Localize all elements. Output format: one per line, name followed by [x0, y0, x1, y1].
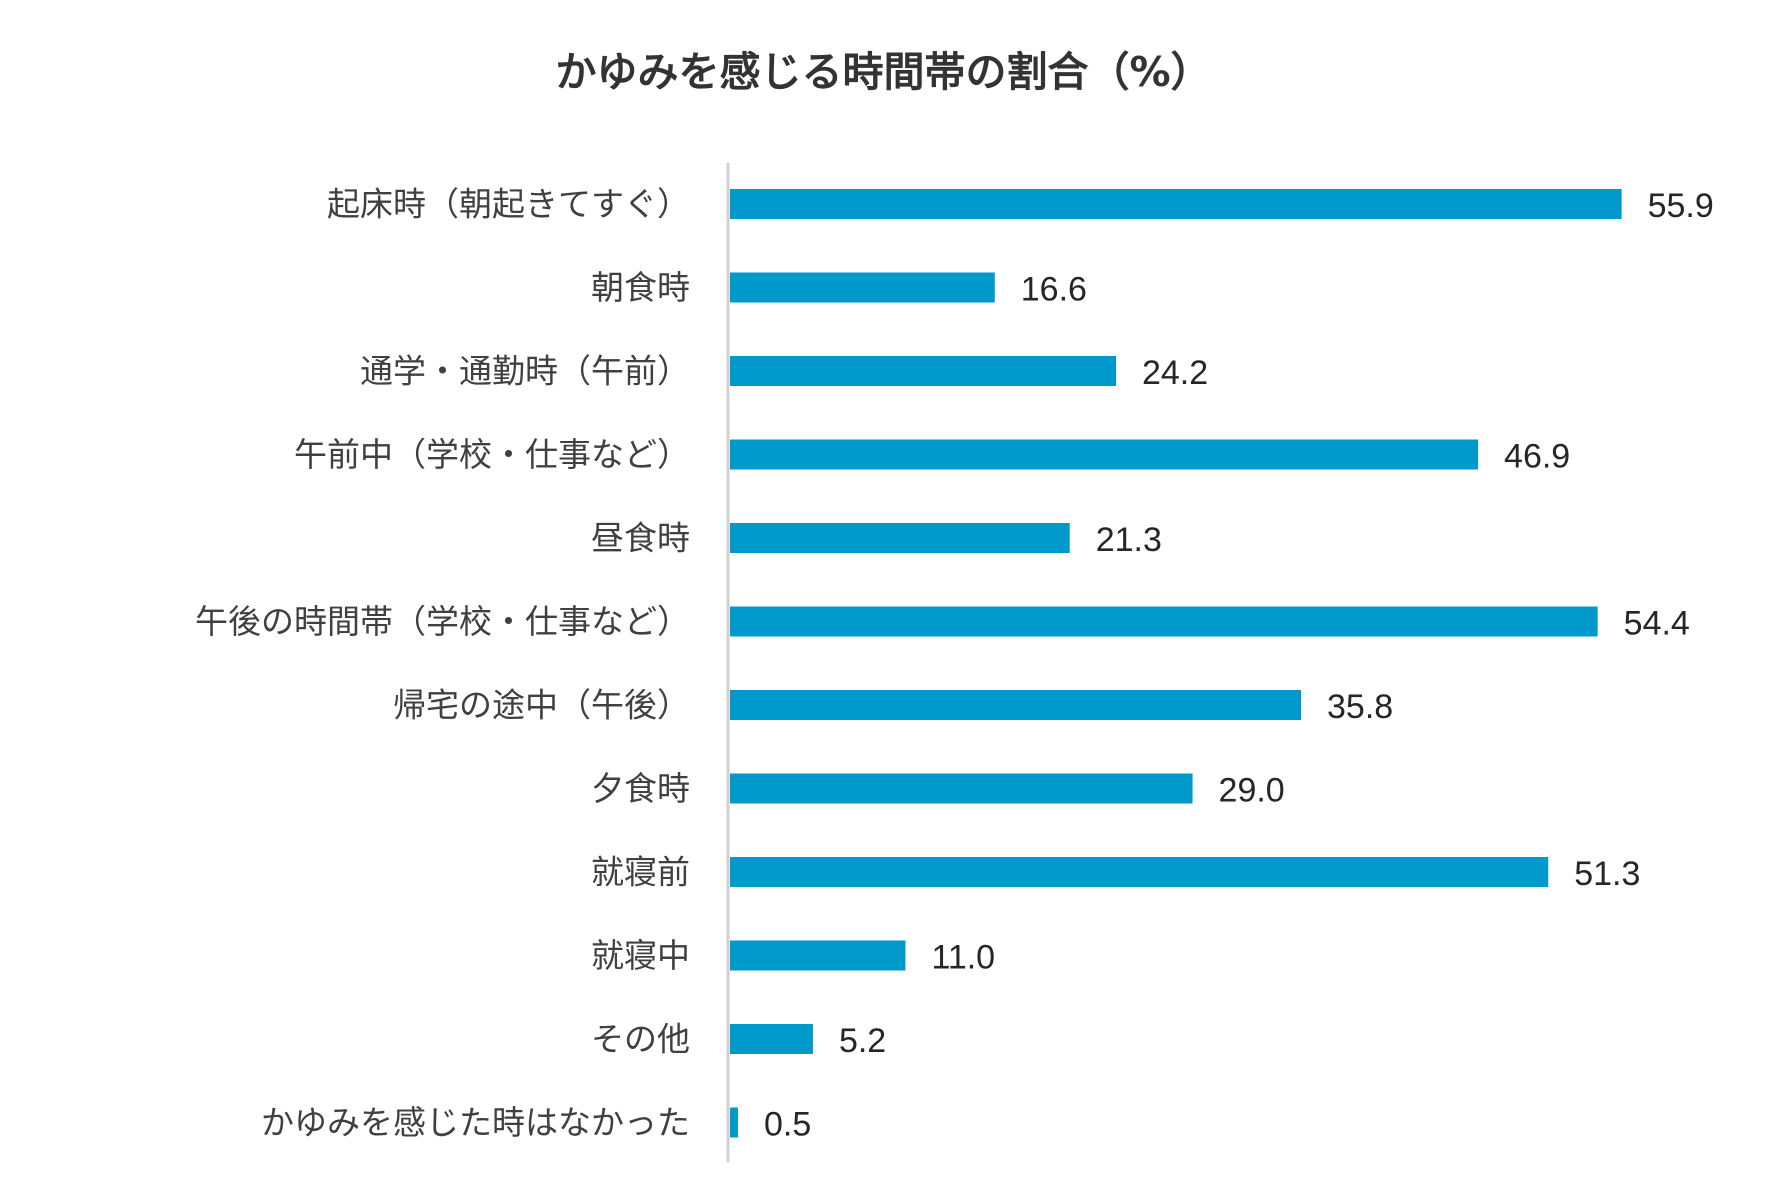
- bar-8: [730, 857, 1549, 887]
- category-label-7: 夕食時: [591, 769, 690, 808]
- category-label-4: 昼食時: [591, 519, 690, 558]
- value-label-10: 5.2: [839, 1022, 886, 1060]
- bar-6: [730, 690, 1302, 720]
- value-label-1: 16.6: [1021, 271, 1087, 309]
- chart-title: かゆみを感じる時間帯の割合（%）: [555, 48, 1212, 96]
- value-label-7: 29.0: [1219, 772, 1285, 810]
- value-label-4: 21.3: [1096, 521, 1162, 559]
- bar-0: [730, 189, 1622, 219]
- bar-10: [730, 1024, 813, 1054]
- category-label-1: 朝食時: [591, 268, 690, 307]
- category-label-0: 起床時（朝起きてすぐ）: [327, 185, 690, 224]
- bar-4: [730, 523, 1070, 553]
- value-label-6: 35.8: [1327, 688, 1393, 726]
- value-label-5: 54.4: [1624, 605, 1690, 643]
- category-label-3: 午前中（学校・仕事など）: [294, 435, 690, 474]
- bar-3: [730, 439, 1479, 470]
- category-label-5: 午後の時間帯（学校・仕事など）: [195, 602, 690, 641]
- category-label-10: その他: [591, 1020, 690, 1059]
- bar-9: [730, 940, 906, 971]
- bar-1: [730, 272, 995, 303]
- bar-2: [730, 356, 1116, 386]
- category-label-9: 就寝中: [591, 936, 690, 975]
- category-label-2: 通学・通勤時（午前）: [360, 352, 690, 391]
- value-label-0: 55.9: [1648, 187, 1714, 225]
- category-label-11: かゆみを感じた時はなかった: [261, 1103, 690, 1142]
- value-label-3: 46.9: [1504, 438, 1570, 476]
- bars-layer: 起床時（朝起きてすぐ） 55.9 朝食時 16.6 通学・通勤時（午前） 24.2 午前中（…: [195, 185, 1714, 1144]
- value-label-9: 11.0: [931, 939, 995, 977]
- category-label-6: 帰宅の途中（午後）: [393, 686, 690, 725]
- bar-7: [730, 773, 1193, 804]
- category-label-8: 就寝前: [591, 853, 690, 892]
- value-label-8: 51.3: [1574, 855, 1640, 893]
- bar-11: [730, 1107, 738, 1138]
- value-label-2: 24.2: [1142, 354, 1208, 392]
- bar-5: [730, 606, 1598, 637]
- value-label-11: 0.5: [764, 1106, 811, 1144]
